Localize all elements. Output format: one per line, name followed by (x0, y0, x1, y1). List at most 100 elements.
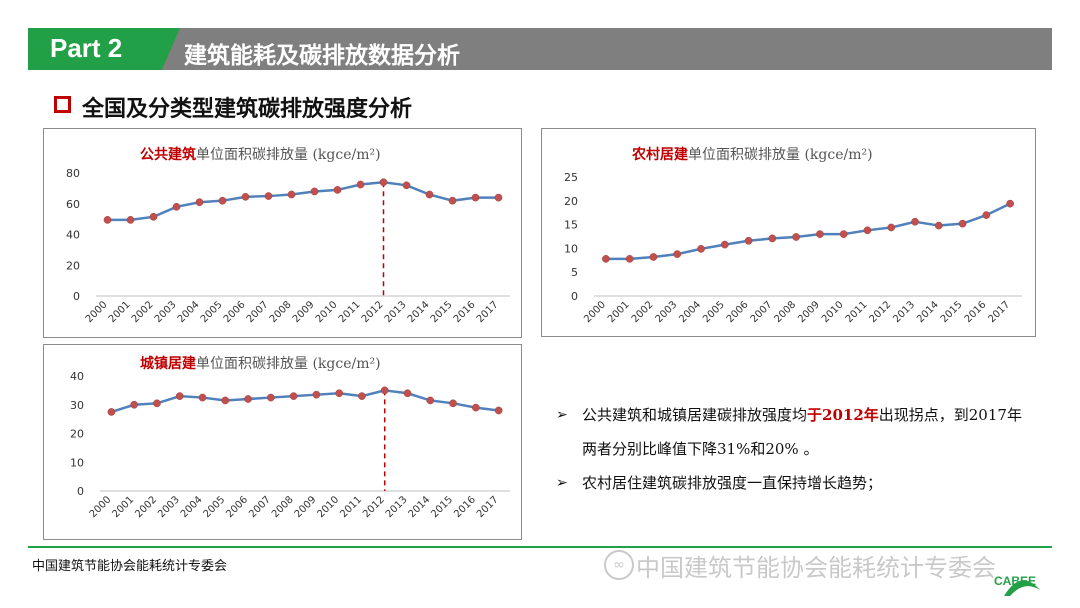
chart-title: 城镇居建单位面积碳排放量 (kgce/m²) (140, 355, 381, 372)
x-tick-label: 2008 (270, 494, 296, 520)
data-point (244, 395, 252, 403)
footer-org: 中国建筑节能协会能耗统计专委会 (32, 559, 228, 574)
data-point (494, 193, 503, 202)
x-tick-label: 2004 (677, 299, 703, 325)
data-point (449, 399, 457, 408)
x-tick-label: 2005 (202, 494, 228, 520)
data-point (335, 389, 344, 398)
data-point (221, 396, 230, 405)
data-point (287, 190, 296, 199)
x-tick-label: 2011 (337, 299, 363, 325)
data-point (471, 403, 480, 412)
x-tick-label: 2012 (361, 494, 387, 520)
y-tick-label: 20 (564, 195, 578, 208)
data-point (602, 255, 610, 263)
cabee-logo-icon (1004, 580, 1040, 596)
data-point (792, 233, 800, 241)
data-point (310, 187, 319, 196)
chart-panel-urban: 城镇居建单位面积碳排放量 (kgce/m²) 0 10 20 30 40 2000 2001 2… (43, 344, 522, 540)
data-point (720, 240, 729, 249)
header-bar (28, 28, 1052, 70)
data-point (649, 253, 658, 261)
data-point (379, 178, 388, 187)
y-tick-label: 10 (70, 456, 84, 469)
x-tick-label: 2010 (820, 299, 846, 325)
wechat-icon: ∞ (604, 550, 634, 580)
x-tick-label: 2005 (199, 299, 225, 325)
line-chart: 城镇居建单位面积碳排放量 (kgce/m²)010203040200020012… (70, 355, 510, 520)
data-point (625, 255, 634, 263)
y-tick-label: 10 (564, 242, 578, 255)
data-point (934, 221, 943, 230)
y-tick-label: 40 (70, 370, 84, 383)
data-point (768, 234, 777, 243)
data-point (673, 250, 682, 258)
x-tick-label: 2006 (222, 299, 248, 325)
data-point (266, 393, 275, 402)
x-tick-label: 2006 (725, 299, 751, 325)
y-tick-label: 0 (571, 290, 578, 303)
x-tick-label: 2004 (179, 494, 205, 520)
x-tick-label: 2004 (176, 299, 202, 325)
data-point (130, 400, 139, 409)
x-tick-label: 2010 (314, 299, 340, 325)
data-point (380, 386, 389, 395)
x-tick-label: 2009 (293, 494, 319, 520)
x-tick-label: 2005 (701, 299, 727, 325)
conclusion-list: ➢ 公共建筑和城镇居建碳排放强度均于2012年出现拐点，到2017年两者分别比峰… (556, 398, 1036, 500)
data-point (107, 408, 116, 416)
x-tick-label: 2011 (844, 299, 870, 325)
data-point (356, 180, 365, 189)
part-badge (28, 28, 180, 70)
x-tick-label: 2006 (224, 494, 250, 520)
x-tick-label: 2003 (153, 299, 179, 325)
conclusion-item: ➢ 公共建筑和城镇居建碳排放强度均于2012年出现拐点，到2017年两者分别比峰… (556, 398, 1036, 466)
x-tick-label: 2013 (384, 494, 410, 520)
data-point (153, 399, 161, 408)
data-point (697, 245, 705, 253)
square-bullet-icon (54, 96, 71, 113)
data-point (448, 196, 457, 205)
x-tick-label: 2010 (316, 494, 342, 520)
series-line (605, 202, 1011, 261)
x-tick-label: 2016 (963, 299, 989, 325)
logo-text: CABEE (994, 574, 1037, 588)
x-tick-label: 2007 (749, 299, 775, 325)
chart-title: 农村居建单位面积碳排放量 (kgce/m²) (631, 146, 873, 163)
x-tick-label: 2013 (383, 299, 409, 325)
y-tick-label: 60 (66, 198, 80, 211)
x-tick-label: 2014 (407, 494, 433, 520)
x-tick-label: 2017 (986, 299, 1012, 325)
x-tick-label: 2001 (107, 299, 133, 325)
conclusion-item: ➢ 农村居住建筑碳排放强度一直保持增长趋势； (556, 466, 1036, 500)
line-chart: 公共建筑单位面积碳排放量 (kgce/m²)020406080200020012… (66, 146, 510, 325)
x-tick-label: 2015 (429, 494, 455, 520)
x-tick-label: 2009 (796, 299, 822, 325)
data-point (816, 230, 824, 238)
x-tick-label: 2001 (111, 494, 137, 520)
x-tick-label: 2007 (245, 299, 271, 325)
data-point (744, 236, 753, 245)
footer-divider (28, 546, 1052, 548)
x-tick-label: 2002 (133, 494, 159, 520)
watermark: 中国建筑节能协会能耗统计专委会 (636, 554, 996, 582)
data-point (982, 211, 991, 219)
data-point (887, 223, 896, 232)
series-line (111, 389, 499, 414)
data-point (402, 181, 411, 190)
x-tick-label: 2007 (247, 494, 273, 520)
data-point (333, 186, 342, 194)
x-tick-label: 2008 (772, 299, 798, 325)
data-point (172, 202, 181, 211)
chart-title: 公共建筑单位面积碳排放量 (kgce/m²) (140, 146, 381, 163)
chart-panel-rural: 农村居建单位面积碳排放量 (kgce/m²) 0 5 10 15 20 25 2000 2001… (541, 128, 1036, 337)
y-tick-label: 30 (70, 399, 84, 412)
x-tick-label: 2017 (475, 494, 501, 520)
bullet-text-end: 出现拐点，到2017年两者分别比峰值下降31%和20% 。 (582, 406, 1022, 458)
x-tick-label: 2014 (406, 299, 432, 325)
x-tick-label: 2002 (130, 299, 156, 325)
x-tick-label: 2000 (88, 494, 114, 520)
data-point (358, 392, 366, 400)
x-tick-label: 2016 (452, 299, 478, 325)
data-point (198, 393, 207, 402)
